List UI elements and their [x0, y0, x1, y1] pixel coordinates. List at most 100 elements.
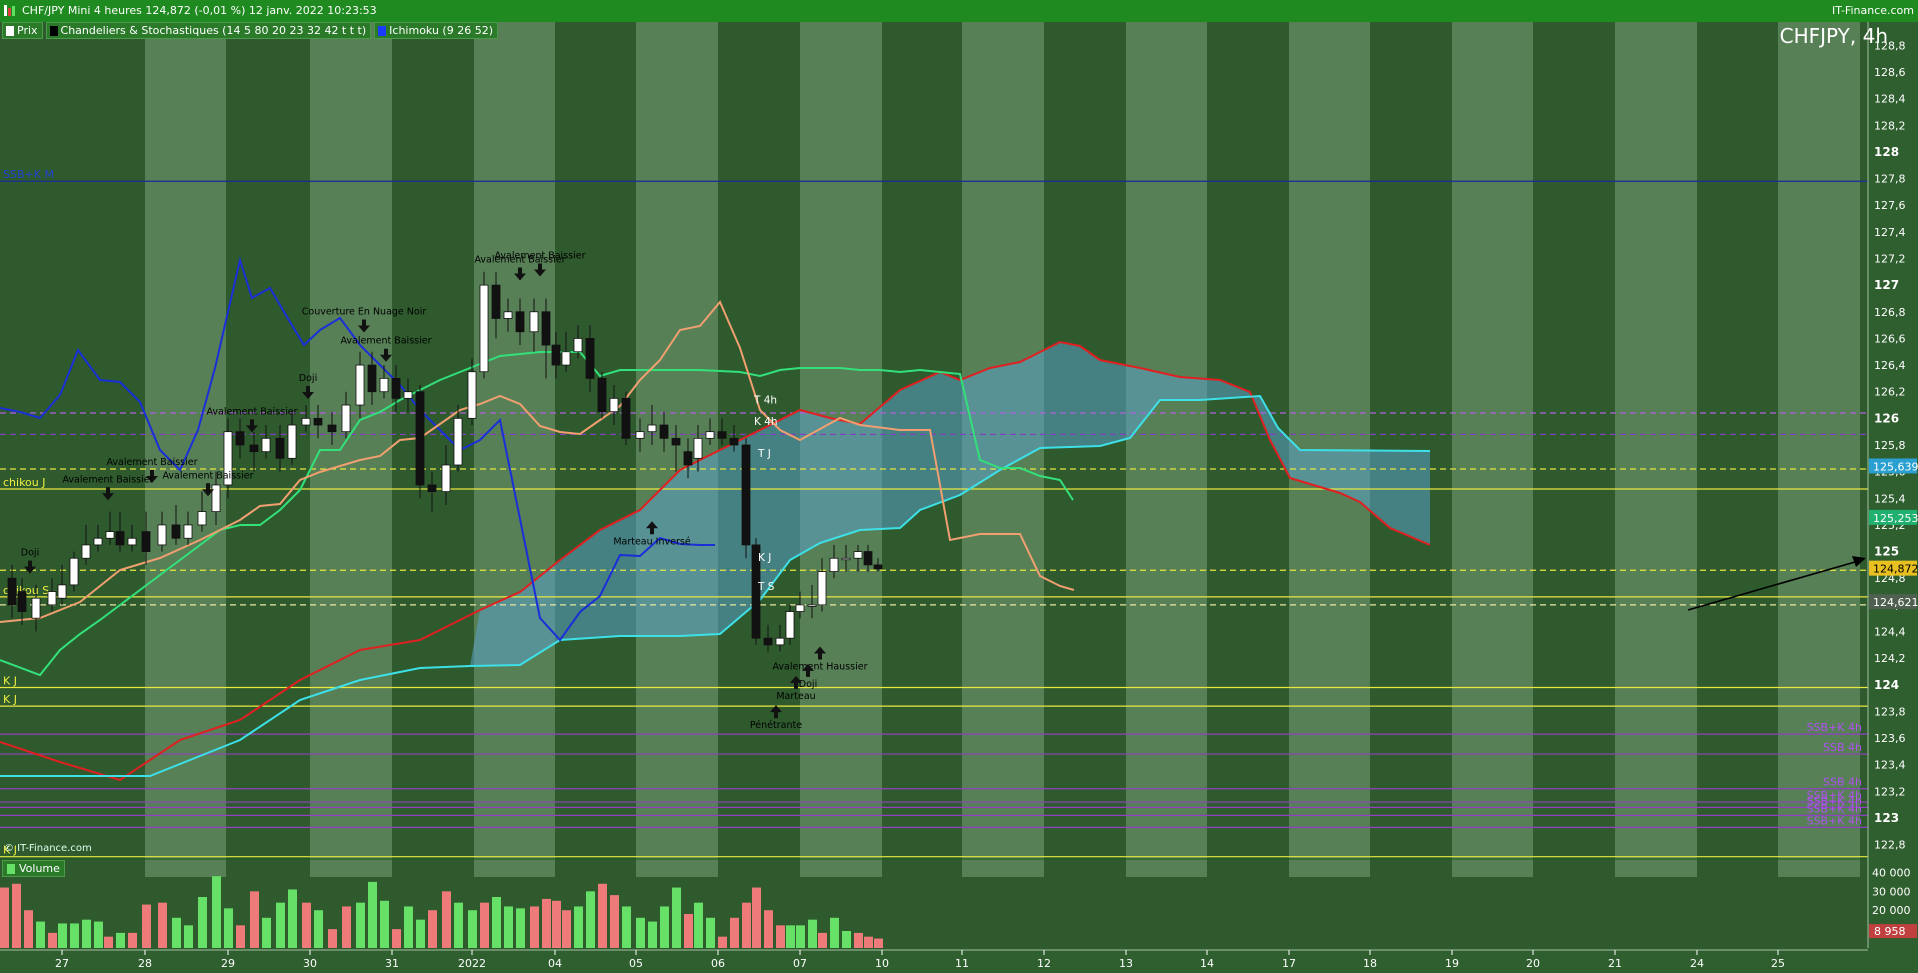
candle-bearish[interactable] [367, 364, 377, 393]
candle-bullish[interactable] [57, 584, 67, 599]
candle-bearish[interactable] [17, 591, 27, 612]
pattern-annotation[interactable]: Marteau [776, 675, 816, 702]
candle-bearish[interactable] [551, 344, 561, 366]
pattern-annotation[interactable]: Avalement Baissier [162, 470, 254, 497]
candle-bearish[interactable] [541, 311, 551, 346]
volume-bar [694, 902, 703, 948]
pattern-annotation[interactable]: Avalement Baissier [494, 250, 586, 277]
candle-bearish[interactable] [729, 437, 739, 446]
pattern-annotation[interactable]: Doji [21, 548, 39, 574]
candle-bearish[interactable] [275, 437, 285, 459]
legend-item-candles[interactable]: Chandeliers & Stochastiques (14 5 80 20 … [45, 22, 372, 39]
pattern-annotation[interactable]: Avalement Baissier [206, 406, 298, 433]
candle-bullish[interactable] [301, 417, 311, 426]
arrow-down-icon [534, 263, 546, 277]
legend-label: Chandeliers & Stochastiques (14 5 80 20 … [60, 24, 367, 37]
candle-bullish[interactable] [81, 544, 91, 559]
candle-bearish[interactable] [585, 338, 595, 379]
candle-bullish[interactable] [261, 437, 271, 453]
candle-bearish[interactable] [115, 531, 125, 546]
candle-bullish[interactable] [705, 431, 715, 439]
candle-bullish[interactable] [379, 377, 389, 393]
candle-bullish[interactable] [635, 431, 645, 439]
pattern-annotation[interactable]: Doji [799, 663, 817, 690]
candle-bearish[interactable] [683, 451, 693, 466]
legend-item-volume[interactable]: Volume [2, 860, 65, 877]
candle-bearish[interactable] [235, 431, 245, 446]
pattern-annotation[interactable]: Avalement Baissier [340, 336, 432, 362]
pattern-annotation[interactable]: Doji [299, 373, 317, 400]
candle-bullish[interactable] [453, 417, 463, 466]
pattern-annotation[interactable]: Avalement Haussier [772, 646, 868, 673]
candle-bullish[interactable] [157, 524, 167, 546]
candle-bearish[interactable] [391, 377, 401, 399]
candle-bullish[interactable] [775, 637, 785, 646]
candle-bullish[interactable] [183, 524, 193, 539]
candle-bearish[interactable] [515, 311, 525, 333]
candle-bearish[interactable] [741, 444, 751, 546]
pattern-annotation[interactable]: Avalement Baissier [474, 254, 566, 281]
candle-bearish[interactable] [671, 437, 681, 446]
candle-bullish[interactable] [93, 537, 103, 546]
volume-bar [574, 906, 583, 948]
candle-bullish[interactable] [127, 537, 137, 546]
candle-bullish[interactable] [105, 531, 115, 539]
candle-bearish[interactable] [873, 564, 883, 570]
candle-bullish[interactable] [287, 424, 297, 459]
candle-bullish[interactable] [503, 311, 513, 319]
candle-bullish[interactable] [479, 284, 489, 373]
candle-bearish[interactable] [171, 524, 181, 539]
candle-bearish[interactable] [427, 484, 437, 493]
candle-bullish[interactable] [693, 437, 703, 459]
candle-bullish[interactable] [403, 391, 413, 399]
candle-bearish[interactable] [763, 637, 773, 646]
arrow-up-icon [770, 705, 782, 719]
candle-bullish[interactable] [795, 604, 805, 612]
candle-bearish[interactable] [751, 544, 761, 639]
pattern-annotation[interactable]: Avalement Baissier [62, 474, 154, 501]
candle-bullish[interactable] [211, 484, 221, 513]
candle-bearish[interactable] [659, 424, 669, 439]
candle-bearish[interactable] [327, 424, 337, 433]
candle-bullish[interactable] [647, 424, 657, 433]
candle-bullish[interactable] [47, 591, 57, 606]
candle-bearish[interactable] [717, 431, 727, 439]
pattern-label: Avalement Baissier [62, 474, 153, 485]
legend-item-ichimoku[interactable]: Ichimoku (9 26 52) [374, 22, 499, 39]
candle-bearish[interactable] [863, 551, 873, 566]
candle-bullish[interactable] [853, 551, 863, 559]
candle-bullish[interactable] [31, 597, 41, 619]
pattern-annotation[interactable]: Pénétrante [750, 705, 802, 731]
price-tick-label: 128 [1874, 145, 1899, 159]
candle-bearish[interactable] [313, 417, 323, 426]
candle-bearish[interactable] [415, 391, 425, 486]
candle-bearish[interactable] [141, 531, 151, 552]
candle-bearish[interactable] [249, 444, 259, 453]
candle-bearish[interactable] [491, 284, 501, 319]
legend-item-price[interactable]: Prix [2, 22, 43, 39]
candle-bullish[interactable] [355, 364, 365, 406]
candle-bearish[interactable] [7, 577, 17, 606]
candle-bullish[interactable] [223, 431, 233, 486]
candle-bullish[interactable] [561, 351, 571, 366]
candle-bullish[interactable] [529, 311, 539, 333]
candle-bullish[interactable] [817, 571, 827, 606]
trend-arrow[interactable] [1687, 559, 1863, 611]
candle-bullish[interactable] [807, 604, 817, 607]
candle-bearish[interactable] [597, 377, 607, 413]
candle-bullish[interactable] [69, 557, 79, 586]
candle-bullish[interactable] [197, 511, 207, 526]
candle-bullish[interactable] [341, 404, 351, 433]
candle-bullish[interactable] [841, 557, 851, 561]
candle-bullish[interactable] [441, 464, 451, 493]
candle-bullish[interactable] [573, 338, 583, 353]
candle-bearish[interactable] [621, 397, 631, 439]
pattern-annotation[interactable]: Couverture En Nuage Noir [302, 306, 427, 333]
pattern-annotation[interactable]: Marteau Inversé [613, 521, 691, 547]
candle-bullish[interactable] [785, 611, 795, 639]
candle-bullish[interactable] [467, 371, 477, 419]
candle-bullish[interactable] [609, 397, 619, 413]
pattern-annotation[interactable]: Avalement Baissier [106, 457, 198, 483]
candle-bullish[interactable] [829, 557, 839, 572]
